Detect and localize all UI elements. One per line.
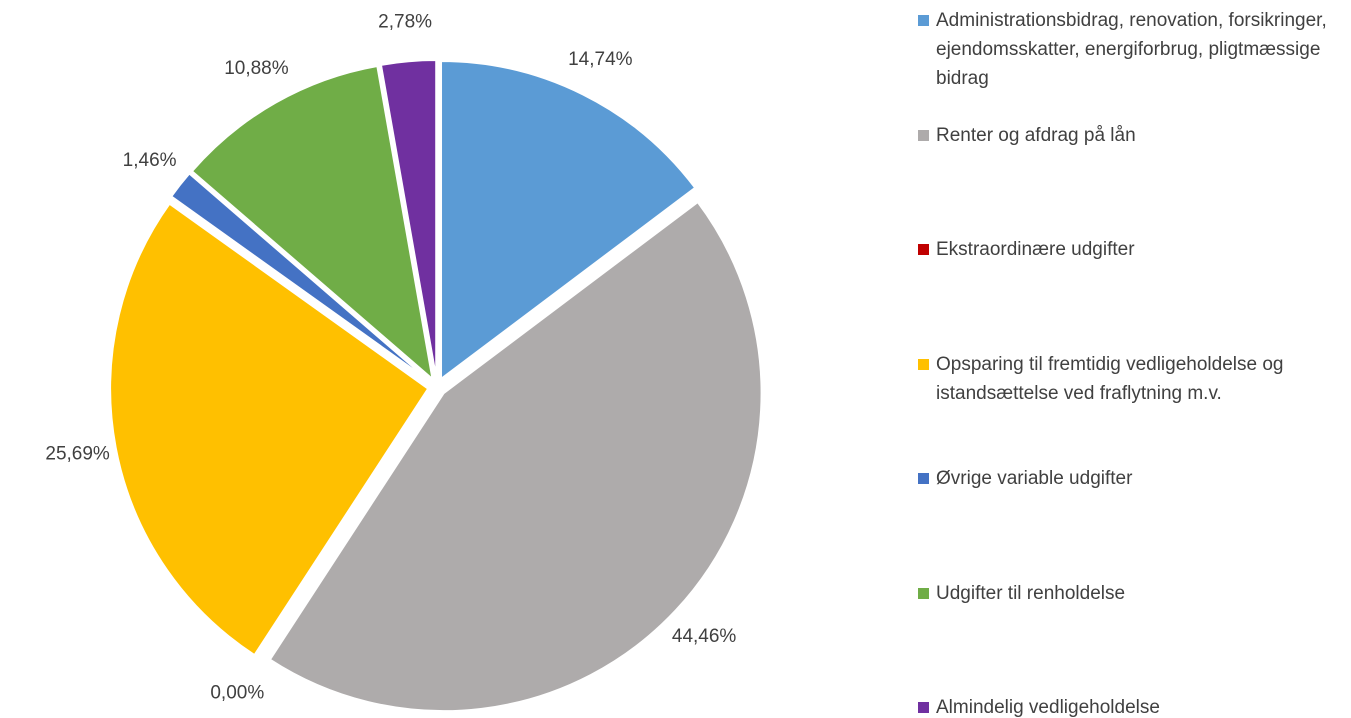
data-label: 2,78% — [378, 12, 432, 33]
legend-label: Opsparing til fremtidig vedligeholdelse … — [936, 353, 1284, 404]
legend-swatch — [918, 129, 929, 141]
pie-slice — [440, 59, 697, 381]
legend-item: Øvrige variable udgifter — [918, 464, 1338, 493]
pie-slice — [190, 64, 435, 382]
legend-label: Renter og afdrag på lån — [936, 124, 1136, 146]
pie-slice — [379, 59, 438, 379]
legend-label: Øvrige variable udgifter — [936, 468, 1133, 489]
legend-label: Ekstraordinære udgifter — [936, 239, 1135, 260]
legend-label: Udgifter til renholdelse — [936, 582, 1126, 604]
legend-item: Ekstraordinære udgifter — [918, 235, 1338, 264]
legend-label: Almindelig vedligeholdelse — [936, 697, 1160, 718]
data-label: 10,88% — [224, 58, 289, 79]
legend-item: Administrationsbidrag, renovation, forsi… — [918, 6, 1338, 93]
legend-swatch — [918, 473, 929, 484]
pie-slice — [268, 200, 763, 713]
legend-swatch — [918, 702, 929, 713]
data-label: 44,46% — [672, 626, 737, 647]
legend-swatch — [918, 358, 929, 370]
data-label: 0,00% — [210, 682, 264, 703]
data-label: 1,46% — [123, 150, 177, 171]
legend-label: Administrationsbidrag, renovation, forsi… — [936, 10, 1327, 89]
pie-slice — [257, 393, 433, 662]
legend-item: Udgifter til renholdelse — [918, 579, 1338, 608]
data-label: 14,74% — [568, 49, 633, 70]
legend-swatch — [918, 587, 929, 599]
legend-item: Renter og afdrag på lån — [918, 121, 1338, 150]
legend-item: Almindelig vedligeholdelse — [918, 693, 1338, 718]
pie-slice — [109, 202, 430, 657]
data-label: 25,69% — [45, 444, 110, 465]
legend-swatch — [918, 244, 929, 255]
pie-area: 14,74% 44,46% 0,00% 25,69% 1,46% 10,88% 2,78% — [45, 12, 763, 713]
legend-swatch — [918, 15, 929, 26]
legend-item: Opsparing til fremtidig vedligeholdelse … — [918, 350, 1338, 408]
pie-slice — [169, 172, 431, 383]
